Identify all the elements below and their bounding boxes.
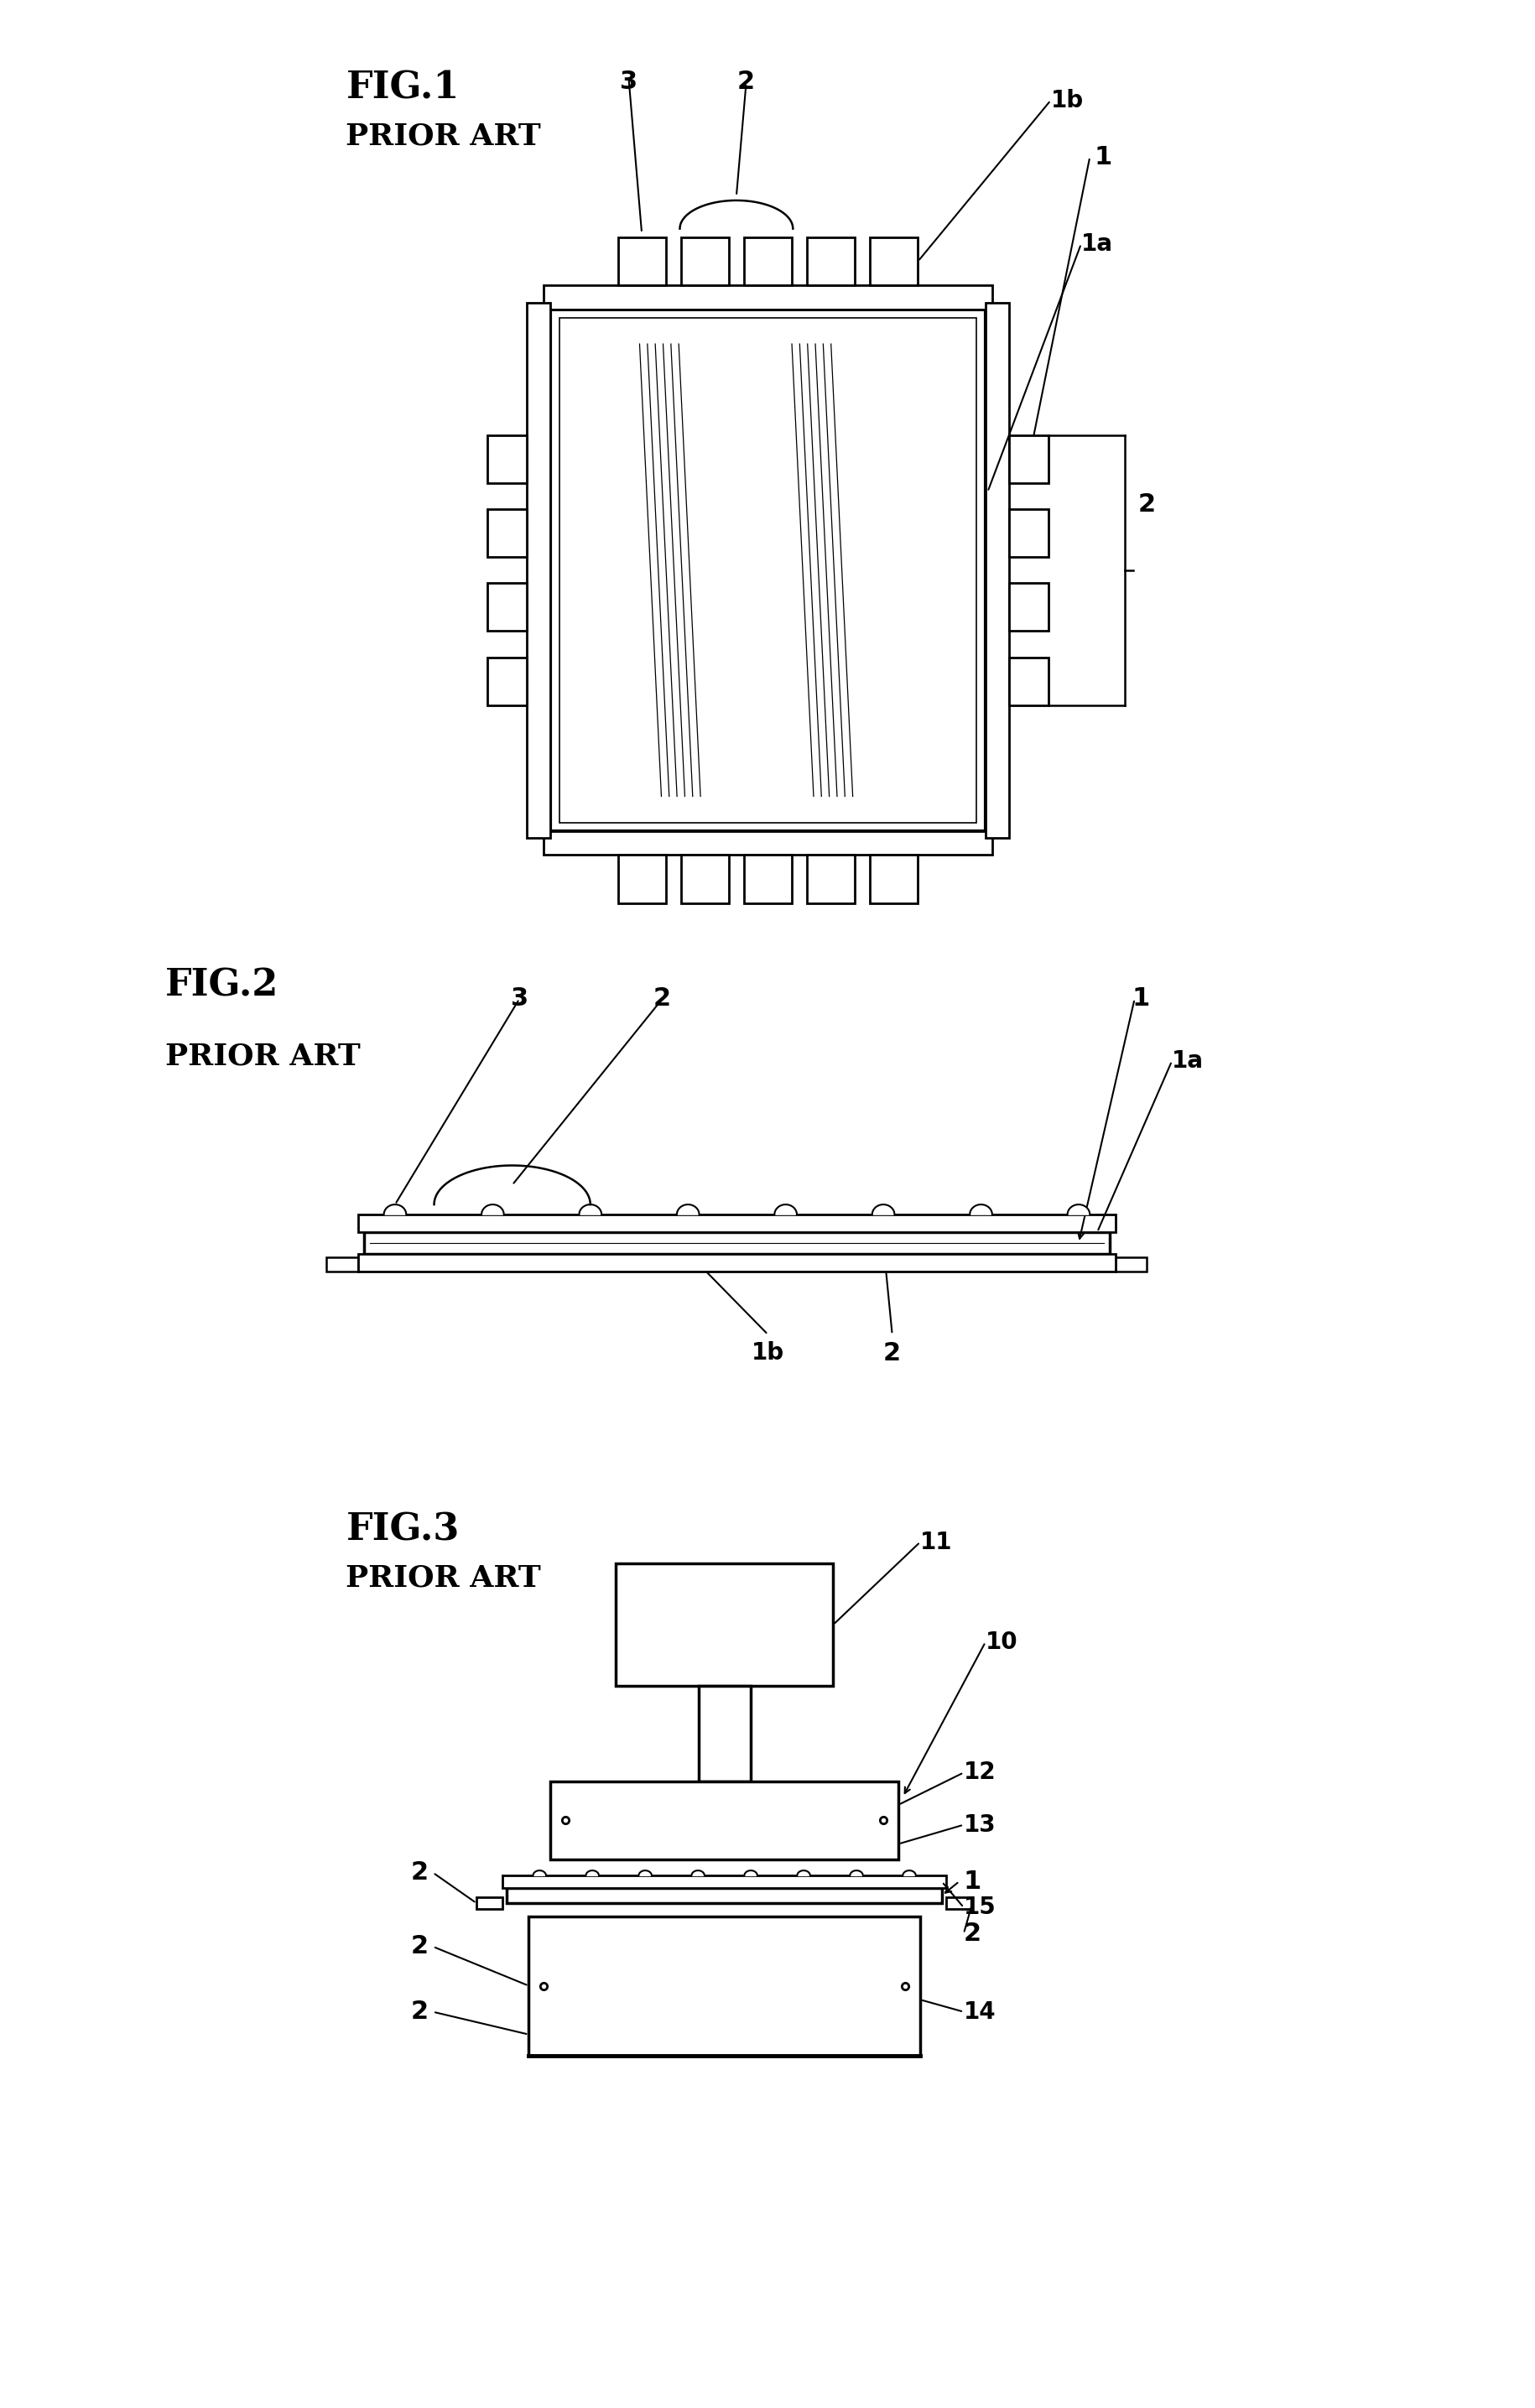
Polygon shape	[579, 1204, 602, 1214]
Text: 1: 1	[1093, 144, 1111, 169]
Bar	[1008, 583, 1048, 631]
Polygon shape	[872, 1204, 893, 1214]
Text: 12: 12	[962, 1760, 996, 1784]
Text: 1b: 1b	[1050, 89, 1082, 113]
Text: 1: 1	[1131, 987, 1150, 1011]
Bar	[476, 1898, 502, 1910]
Bar	[559, 318, 976, 824]
Text: 2: 2	[652, 987, 671, 1011]
Bar	[364, 1233, 1110, 1255]
Polygon shape	[903, 1871, 915, 1876]
Polygon shape	[1067, 1204, 1090, 1214]
Text: 2: 2	[411, 1861, 428, 1885]
Bar	[698, 1686, 751, 1782]
Bar	[502, 1876, 946, 1888]
Text: 2: 2	[1137, 494, 1154, 518]
Text: PRIOR ART: PRIOR ART	[164, 1043, 361, 1072]
Bar	[617, 855, 665, 903]
Text: 13: 13	[962, 1813, 996, 1837]
Polygon shape	[797, 1871, 810, 1876]
Bar	[985, 303, 1008, 838]
Text: PRIOR ART: PRIOR ART	[345, 1563, 540, 1592]
Bar	[487, 657, 527, 706]
Bar	[870, 855, 918, 903]
Text: 2: 2	[411, 1999, 428, 2025]
Text: 2: 2	[411, 1934, 428, 1958]
Text: PRIOR ART: PRIOR ART	[345, 123, 540, 152]
Text: 15: 15	[962, 1895, 996, 1919]
Bar	[1008, 657, 1048, 706]
Bar	[743, 238, 792, 284]
Polygon shape	[744, 1871, 757, 1876]
Text: 3: 3	[620, 70, 637, 94]
Text: 10: 10	[985, 1630, 1018, 1654]
Bar	[528, 1917, 919, 2056]
Bar	[487, 436, 527, 484]
Bar	[550, 1782, 898, 1859]
Text: FIG.1: FIG.1	[345, 70, 459, 106]
Bar	[358, 1214, 1116, 1233]
Text: 14: 14	[962, 2001, 996, 2023]
Polygon shape	[969, 1204, 992, 1214]
Text: 1a: 1a	[1171, 1050, 1203, 1074]
Bar	[327, 1257, 358, 1271]
Bar	[543, 831, 992, 855]
Polygon shape	[384, 1204, 405, 1214]
Polygon shape	[849, 1871, 863, 1876]
Bar	[1116, 1257, 1147, 1271]
Polygon shape	[691, 1871, 705, 1876]
Bar	[743, 855, 792, 903]
Text: FIG.2: FIG.2	[164, 968, 278, 1004]
Text: FIG.3: FIG.3	[345, 1512, 459, 1548]
Text: 1a: 1a	[1081, 231, 1113, 255]
Bar	[806, 238, 855, 284]
Text: 3: 3	[510, 987, 528, 1011]
Text: 1b: 1b	[751, 1341, 784, 1365]
Bar	[616, 1563, 832, 1686]
Text: 11: 11	[919, 1531, 952, 1553]
Polygon shape	[533, 1871, 546, 1876]
Polygon shape	[774, 1204, 797, 1214]
Polygon shape	[639, 1871, 651, 1876]
Bar	[527, 303, 550, 838]
Polygon shape	[585, 1871, 599, 1876]
Bar	[487, 583, 527, 631]
Bar	[487, 508, 527, 556]
Bar	[870, 238, 918, 284]
Text: 2: 2	[962, 1922, 981, 1946]
Bar	[946, 1898, 972, 1910]
Bar	[806, 855, 855, 903]
Text: 1: 1	[962, 1869, 981, 1893]
Bar	[507, 1888, 941, 1902]
Bar	[680, 238, 729, 284]
Polygon shape	[677, 1204, 698, 1214]
Bar	[1008, 508, 1048, 556]
Bar	[1008, 436, 1048, 484]
Bar	[358, 1255, 1116, 1271]
Text: 2: 2	[883, 1341, 901, 1365]
Bar	[680, 855, 729, 903]
Text: 2: 2	[737, 70, 755, 94]
Bar	[550, 308, 985, 831]
Bar	[617, 238, 665, 284]
Polygon shape	[482, 1204, 503, 1214]
Bar	[543, 284, 992, 308]
